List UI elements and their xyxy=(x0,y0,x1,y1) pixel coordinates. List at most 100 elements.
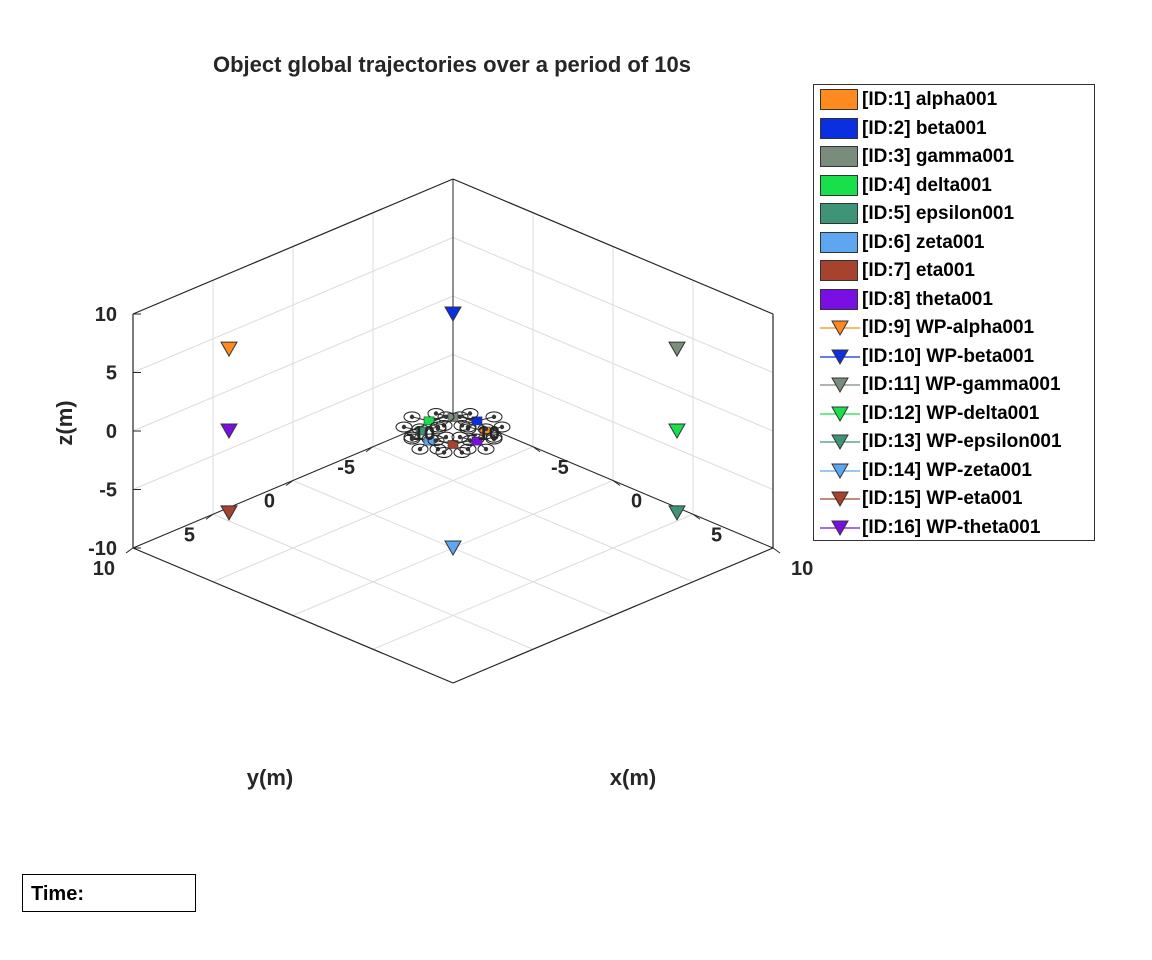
waypoint-marker xyxy=(220,341,238,358)
time-display: Time: xyxy=(22,874,196,912)
grid-line xyxy=(132,295,454,432)
x-axis-label: x(m) xyxy=(610,765,656,790)
legend-swatch xyxy=(820,203,858,224)
waypoint-marker xyxy=(220,505,238,521)
legend-label: [ID:2] beta001 xyxy=(862,117,987,139)
agent-rotor xyxy=(459,443,477,455)
waypoint-marker xyxy=(668,505,686,521)
x-tick-label: 10 xyxy=(791,558,813,580)
legend-triangle xyxy=(831,406,849,422)
legend-entry: [ID:15] WP-eta001 xyxy=(814,485,1094,513)
legend-triangle xyxy=(831,320,849,337)
legend-swatch xyxy=(820,231,858,253)
legend-entry: [ID:7] eta001 xyxy=(814,257,1094,285)
legend-swatch xyxy=(820,288,858,310)
legend-label: [ID:7] eta001 xyxy=(862,260,975,281)
x-tick-label: 5 xyxy=(711,524,722,546)
agent-rotor xyxy=(403,431,421,443)
agent-rotor xyxy=(461,408,479,419)
legend-label: [ID:3] gamma001 xyxy=(862,146,1015,167)
agent-rotor xyxy=(429,421,447,433)
grid-line xyxy=(212,513,534,650)
agent-hub xyxy=(483,446,489,452)
legend-label: [ID:13] WP-epsilon001 xyxy=(862,431,1062,452)
legend-entry: [ID:8] theta001 xyxy=(814,286,1094,314)
agent-rotor xyxy=(427,408,445,419)
legend-line-marker xyxy=(820,520,860,536)
legend-swatch xyxy=(820,174,858,196)
legend-line-marker xyxy=(820,349,860,365)
x-tick-label: 0 xyxy=(631,491,642,513)
waypoint-marker xyxy=(444,306,462,323)
legend-swatch xyxy=(820,146,858,167)
agent-rotor xyxy=(435,447,453,458)
x-tick-label: -5 xyxy=(551,457,569,479)
agent-rotor xyxy=(403,411,421,423)
y-axis-label: y(m) xyxy=(247,765,293,790)
agent-marker xyxy=(403,431,455,455)
legend-swatch xyxy=(820,89,858,110)
agent-body xyxy=(447,440,459,449)
y-tick xyxy=(205,513,214,520)
z-tick-label: 5 xyxy=(106,363,117,385)
agent-rotor xyxy=(453,420,471,431)
agent-hub xyxy=(499,424,505,430)
axes-box xyxy=(125,178,781,684)
grid-line xyxy=(452,295,774,432)
legend-label: [ID:14] WP-zeta001 xyxy=(862,459,1032,481)
agents-layer xyxy=(395,408,511,458)
z-tick-label: 0 xyxy=(106,421,117,443)
z-tick-label: 10 xyxy=(95,304,117,326)
legend-label: [ID:6] zeta001 xyxy=(862,231,985,253)
agent-rotor xyxy=(429,443,447,455)
agent-rotor xyxy=(451,431,469,443)
agent-hub xyxy=(443,414,449,420)
legend-entry: [ID:4] delta001 xyxy=(814,172,1094,200)
agent-rotor xyxy=(411,443,429,455)
agent-rotor xyxy=(485,411,503,423)
agent-hub xyxy=(457,434,463,440)
legend-entry: [ID:11] WP-gamma001 xyxy=(814,371,1094,399)
time-label: Time: xyxy=(31,883,84,905)
agent-rotor xyxy=(395,421,413,433)
legend-triangle xyxy=(831,434,849,451)
legend-label: [ID:1] alpha001 xyxy=(862,89,998,110)
y-tick xyxy=(285,480,294,486)
legend-line-marker xyxy=(820,434,860,451)
agent-hub xyxy=(441,450,447,455)
legend-entry: [ID:6] zeta001 xyxy=(814,229,1094,257)
y-tick-label: -10 xyxy=(406,423,435,445)
legend-label: [ID:11] WP-gamma001 xyxy=(862,374,1061,395)
agent-rotor xyxy=(477,423,495,435)
agent-hub xyxy=(433,411,439,416)
axis-edge xyxy=(452,178,774,315)
waypoint-marker xyxy=(444,540,462,557)
waypoints-layer xyxy=(220,306,686,557)
agent-rotor xyxy=(427,435,445,446)
z-tick-label: -5 xyxy=(99,480,117,502)
legend-line-marker xyxy=(820,320,860,337)
agent-rotor xyxy=(437,411,455,423)
legend-entry: [ID:16] WP-theta001 xyxy=(814,514,1094,542)
agent-rotor xyxy=(459,423,477,435)
z-tick-label: -10 xyxy=(88,538,117,560)
legend-swatch xyxy=(820,117,858,139)
x-tick xyxy=(772,547,781,554)
agent-hub xyxy=(491,414,497,420)
legend-entry: [ID:12] WP-delta001 xyxy=(814,400,1094,428)
y-tick xyxy=(365,446,374,453)
agent-body xyxy=(471,416,483,426)
legend-triangle xyxy=(831,520,849,536)
x-tick xyxy=(612,480,621,486)
legend-triangle xyxy=(831,463,849,479)
legend-line-marker xyxy=(820,463,860,479)
legend-entry: [ID:1] alpha001 xyxy=(814,86,1094,114)
legend-line-marker xyxy=(820,406,860,422)
y-tick-label: -5 xyxy=(337,457,355,479)
agent-body xyxy=(415,426,427,436)
legend-label: [ID:8] theta001 xyxy=(862,288,993,310)
agent-hub xyxy=(443,434,449,440)
x-tick-label: -10 xyxy=(471,423,500,445)
